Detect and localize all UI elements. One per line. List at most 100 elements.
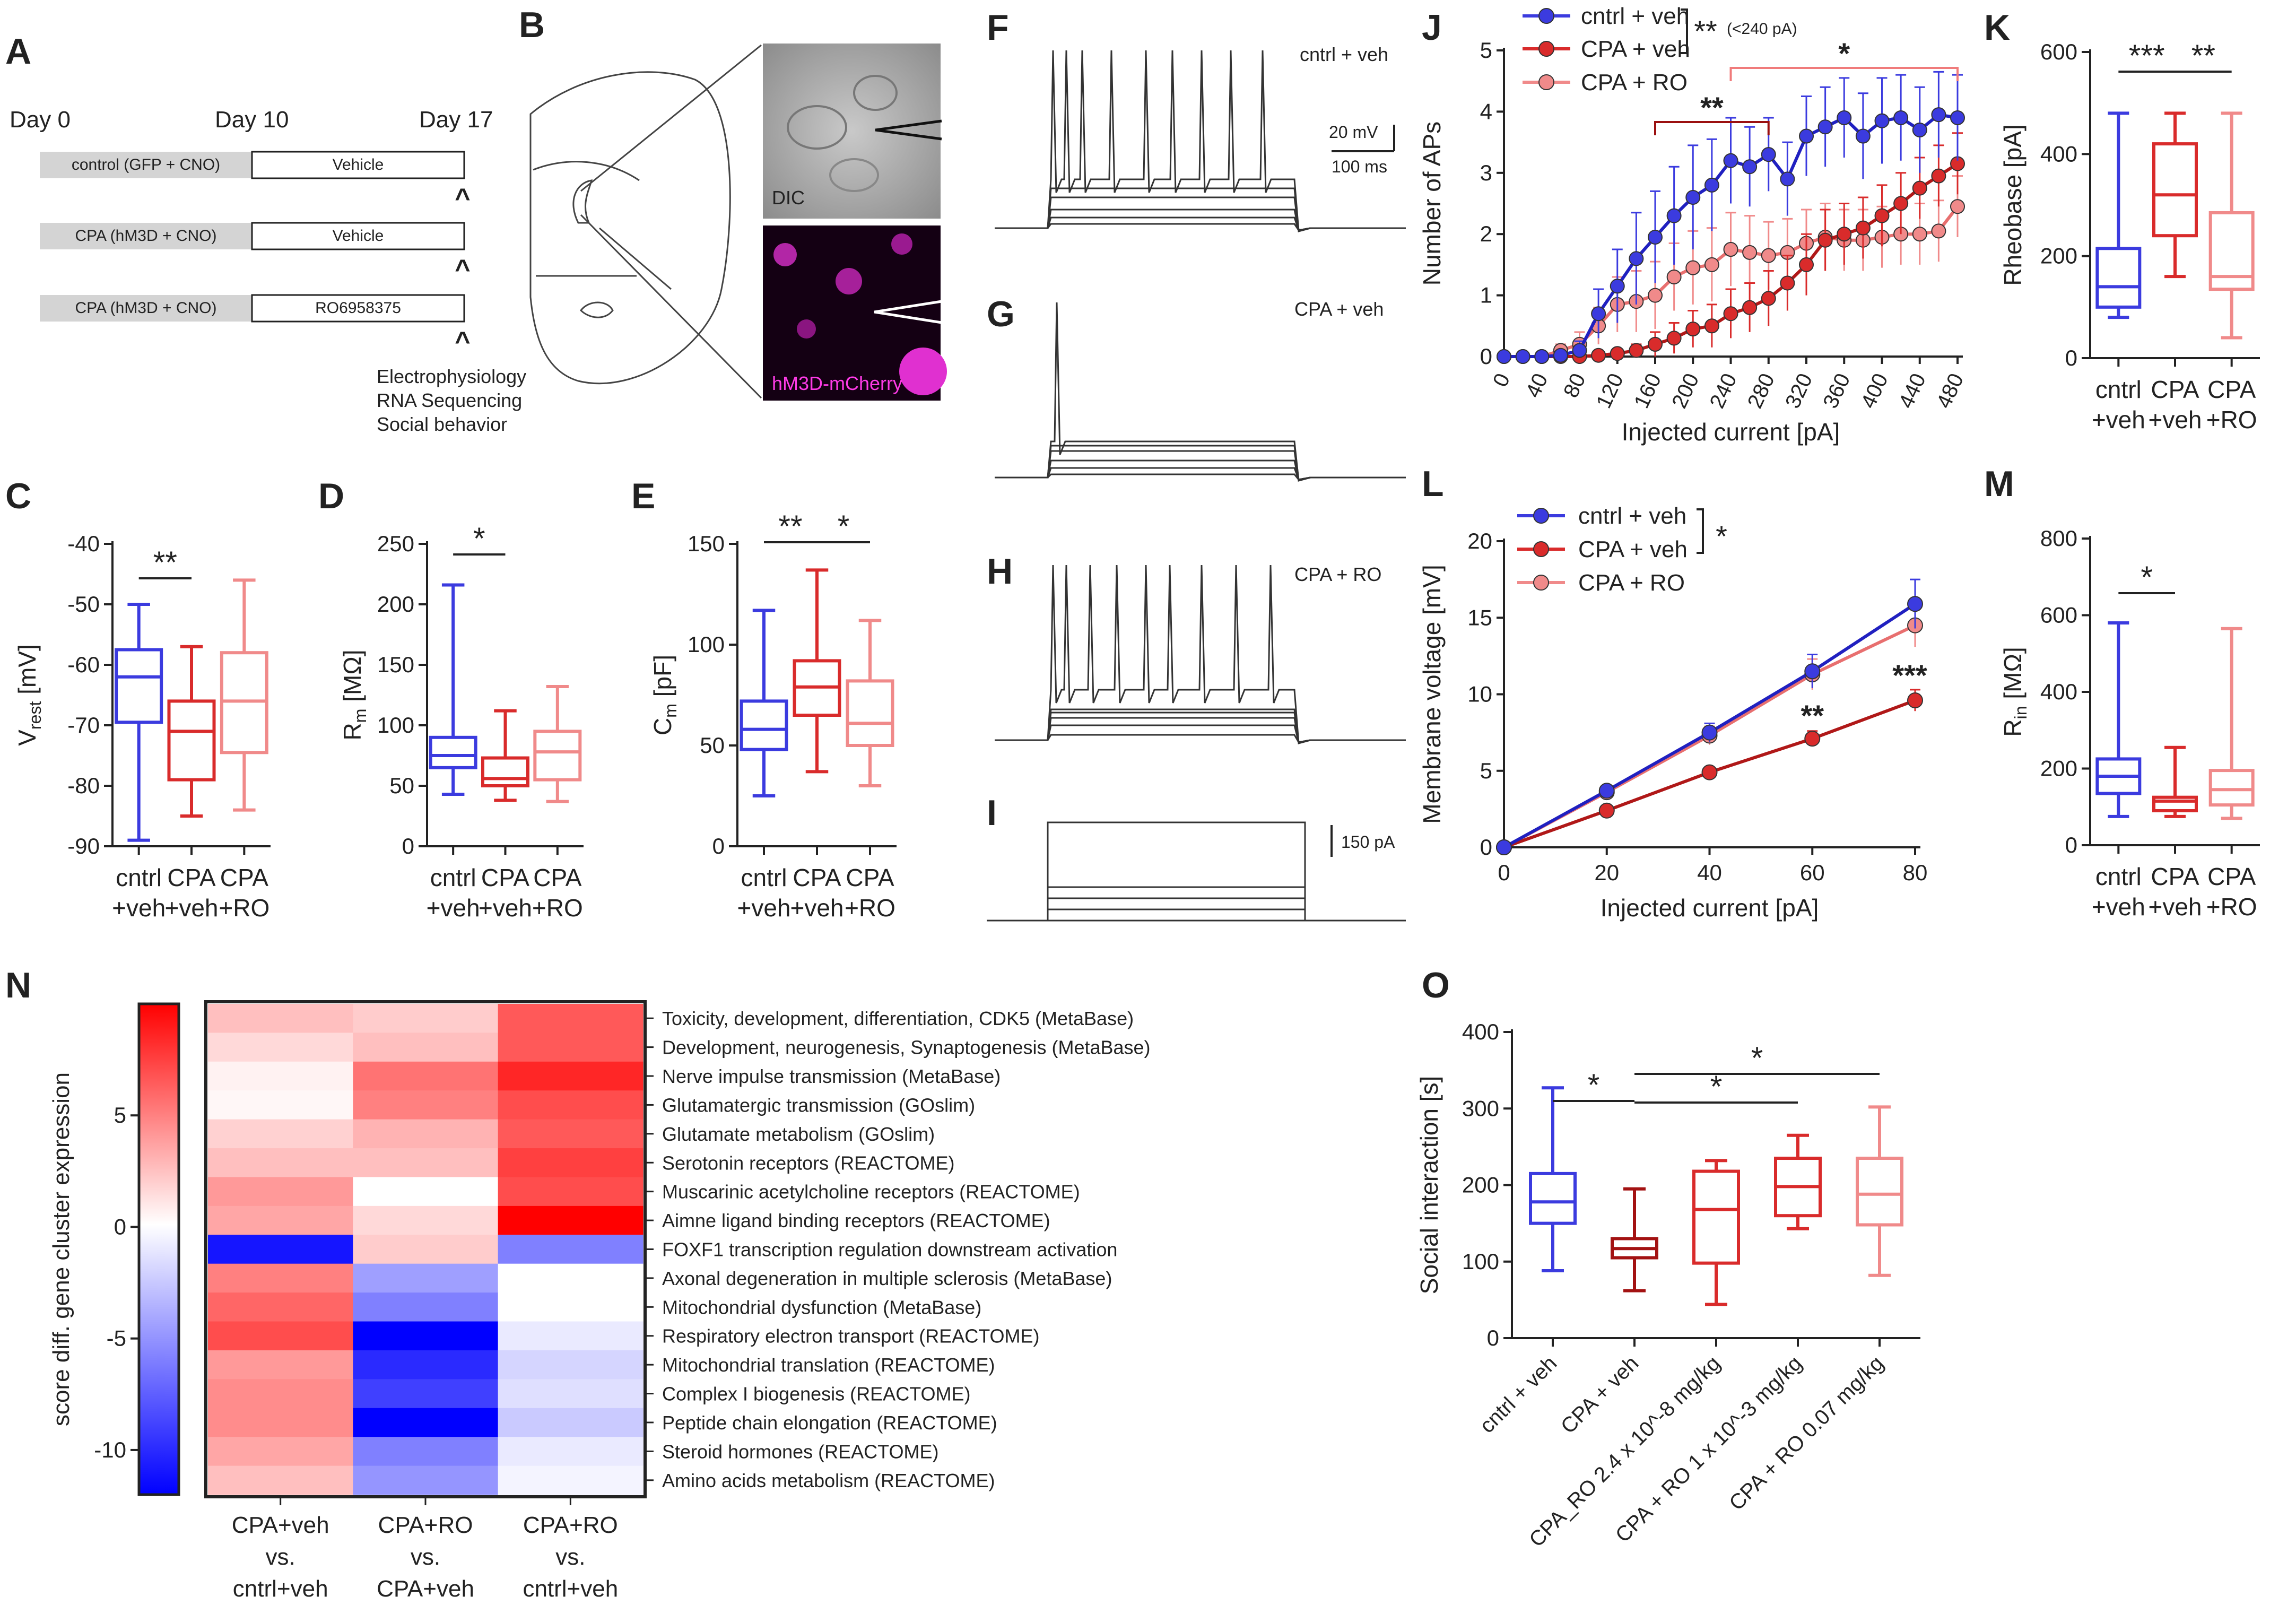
box	[115, 648, 163, 724]
heatmap-cell	[208, 1205, 353, 1235]
box	[167, 699, 216, 782]
row-label: Mitochondrial translation (REACTOME)	[662, 1354, 995, 1376]
box	[429, 735, 477, 769]
trace-label-h: CPA + RO	[1294, 563, 1381, 585]
outcome-social: Social behavior	[377, 413, 507, 435]
panel-letter-o: O	[1422, 965, 1450, 1005]
x-tick-label: 20	[1594, 860, 1619, 885]
data-point-cntrl	[1648, 229, 1663, 245]
x-tick-label-line2: +veh	[427, 894, 480, 922]
data-point-cpa	[1855, 220, 1871, 236]
significance-star: *	[473, 522, 485, 556]
treatment-label-vehicle-1: Vehicle	[333, 156, 384, 173]
data-point-cntrl	[1591, 306, 1606, 322]
column-label-line: CPA+veh	[232, 1512, 329, 1538]
legend-marker-ro	[1533, 575, 1549, 591]
panel-letter-a: A	[5, 31, 31, 72]
x-tick-label-line1: cntrl	[430, 864, 476, 891]
box	[1692, 1169, 1740, 1265]
heatmap-cell	[498, 1465, 643, 1495]
box	[2208, 211, 2255, 291]
trace-label-f: cntrl + veh	[1300, 44, 1388, 65]
colorbar-tick-label: -5	[107, 1326, 126, 1351]
heatmap-cell	[208, 1321, 353, 1351]
data-point-cntrl	[1496, 839, 1512, 855]
zoom-line-top	[580, 44, 762, 192]
timeline-row-cpa-vehicle: CPA (hM3D + CNO) Vehicle ^	[40, 222, 471, 284]
heatmap-cell	[208, 1379, 353, 1409]
y-axis-label: Rheobase [pA]	[1999, 124, 2027, 285]
legend-bracket	[1697, 508, 1704, 554]
y-axis-label: Social interaction [s]	[1415, 1076, 1443, 1295]
x-tick-label-line1: cntrl	[741, 864, 787, 891]
significance-star-dark: **	[1700, 91, 1724, 124]
heatmap-cell	[498, 1177, 643, 1207]
heatmap-cell	[353, 1033, 499, 1062]
data-point-cpa	[1685, 322, 1701, 337]
panel-n-heatmap: N Toxicity, development, differentiation…	[5, 965, 1151, 1602]
heatmap-cell	[208, 1292, 353, 1322]
y-tick-label: 250	[377, 531, 414, 556]
legend-marker-cntrl	[1533, 508, 1549, 524]
treatment-label-ro: RO6958375	[315, 299, 401, 317]
spiking-sweep	[995, 565, 1406, 744]
y-tick-label: 200	[1462, 1173, 1499, 1198]
day-0-label: Day 0	[10, 107, 71, 133]
data-point-cntrl	[1837, 110, 1852, 125]
panel-letter-k: K	[1984, 7, 2010, 48]
row-label: Respiratory electron transport (REACTOME…	[662, 1325, 1040, 1347]
sweep-3	[995, 450, 1406, 481]
current-step-4	[987, 821, 1406, 922]
y-tick-label: 400	[1462, 1019, 1499, 1044]
y-tick-label: 0	[1487, 1325, 1499, 1350]
legend-label-cntrl: cntrl + veh	[1578, 503, 1686, 529]
panel-l-voltage-chart: L 0 5 10 15 20 0 20 40 60 80 Injected current [pA]…	[1418, 464, 1927, 922]
y-tick-label: 600	[2040, 603, 2077, 628]
data-point-cpa	[1907, 692, 1923, 709]
row-label: Complex I biogenesis (REACTOME)	[662, 1383, 971, 1405]
data-point-cpa	[1799, 257, 1814, 272]
significance-star: ***	[2129, 39, 2165, 73]
y-tick-label: 0	[712, 834, 725, 858]
panel-letter-d: D	[318, 476, 344, 516]
data-point-ro	[1742, 245, 1758, 260]
heatmap-cell	[208, 1004, 353, 1033]
x-tick-label-line1: CPA	[2151, 863, 2199, 890]
heatmap-cell	[498, 1263, 643, 1293]
x-tick-label: 60	[1800, 860, 1825, 885]
panel-a: A Day 0 Day 10 Day 17 control (GFP + CNO…	[5, 31, 526, 435]
x-tick-label-line1: CPA	[2151, 376, 2199, 403]
x-tick-label-line2: +RO	[2206, 893, 2257, 921]
x-tick-label: 280	[1743, 370, 1779, 412]
data-point-cpa	[1742, 300, 1758, 315]
y-tick-label: 600	[2040, 39, 2077, 64]
significance-bracket-pink	[1729, 67, 1959, 81]
box	[1529, 1172, 1577, 1225]
x-tick-label-line2: +veh	[737, 894, 790, 922]
current-step-1	[987, 908, 1406, 922]
x-tick-label-line1: CPA	[220, 864, 268, 891]
heatmap-cell	[208, 1177, 353, 1207]
dic-label: DIC	[772, 187, 805, 209]
x-tick-label: CPA + veh	[1556, 1351, 1643, 1438]
x-tick-label: 80	[1559, 370, 1590, 401]
data-point-cpa	[1704, 318, 1719, 334]
heatmap-cell	[498, 1061, 643, 1091]
y-tick-label: 0	[1480, 344, 1492, 369]
y-axis-label: Cm [pF]	[649, 655, 680, 735]
row-label: Axonal degeneration in multiple sclerosi…	[662, 1268, 1112, 1289]
y-tick-label: 0	[2065, 832, 2077, 857]
legend-bracket	[1681, 8, 1688, 54]
group-label-cpa-1: CPA (hM3D + CNO)	[75, 227, 217, 245]
panel-letter-g: G	[987, 294, 1015, 334]
y-axis-label: Rm [MΩ]	[338, 649, 370, 740]
data-point-cpa	[1912, 180, 1927, 196]
data-point-cntrl	[1723, 153, 1738, 168]
trace-i	[987, 821, 1406, 922]
data-point-cpa	[1804, 731, 1821, 747]
caret-3: ^	[455, 326, 470, 356]
significance-star: *	[1751, 1041, 1763, 1075]
fluor-cell-4	[797, 319, 816, 339]
